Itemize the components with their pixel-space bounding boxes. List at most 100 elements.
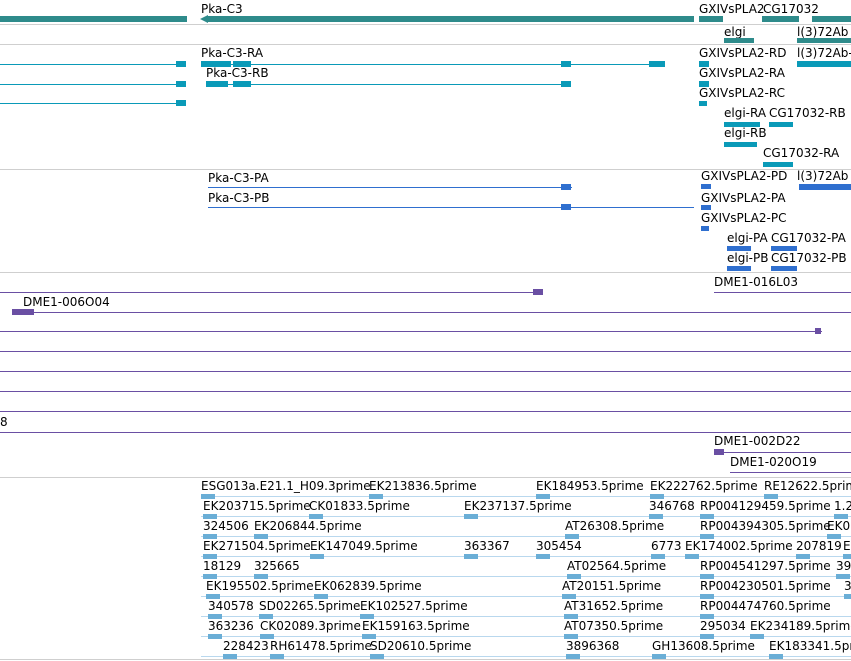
est-feature[interactable]: [254, 534, 268, 539]
gene-label[interactable]: Pka-C3: [201, 2, 243, 16]
est-label[interactable]: E: [843, 539, 851, 553]
est-line[interactable]: [201, 516, 851, 517]
reagent-line[interactable]: [12, 312, 851, 313]
est-feature[interactable]: [764, 494, 778, 499]
est-feature[interactable]: [464, 514, 478, 519]
est-label[interactable]: AT07350.5prime: [564, 619, 664, 633]
gene-feature[interactable]: [724, 38, 754, 43]
est-line[interactable]: [201, 536, 851, 537]
reagent-line[interactable]: [0, 391, 851, 392]
protein-line[interactable]: [208, 187, 572, 188]
reagent-label[interactable]: DME1-002D22: [714, 434, 801, 448]
reagent-label[interactable]: DME1-006O04: [23, 295, 110, 309]
est-label[interactable]: 346768: [649, 499, 695, 513]
est-feature[interactable]: [369, 494, 383, 499]
est-feature[interactable]: [844, 594, 851, 599]
est-label[interactable]: EK174002.5prime: [685, 539, 793, 553]
est-feature[interactable]: [203, 554, 217, 559]
est-feature[interactable]: [652, 654, 666, 659]
transcript-label[interactable]: CG17032-RB: [769, 106, 846, 120]
est-label[interactable]: 295034: [700, 619, 746, 633]
transcript-label[interactable]: elgi-RA: [724, 106, 767, 120]
exon[interactable]: [771, 266, 797, 271]
protein-label[interactable]: CG17032-PA: [771, 231, 846, 245]
est-feature[interactable]: [201, 494, 215, 499]
est-line[interactable]: [201, 556, 851, 557]
est-line[interactable]: [201, 636, 851, 637]
exon[interactable]: [771, 246, 797, 251]
est-label[interactable]: AT31652.5prime: [564, 599, 664, 613]
est-label[interactable]: AT02564.5prime: [567, 559, 667, 573]
est-label[interactable]: 324506: [203, 519, 249, 533]
est-feature[interactable]: [700, 594, 714, 599]
est-label[interactable]: EK234189.5prime: [750, 619, 851, 633]
est-label[interactable]: EK102527.5prime: [360, 599, 468, 613]
est-feature[interactable]: [650, 494, 664, 499]
est-feature[interactable]: [566, 654, 580, 659]
est-label[interactable]: SD02265.5prime: [259, 599, 361, 613]
est-feature[interactable]: [567, 574, 581, 579]
est-feature[interactable]: [203, 514, 217, 519]
transcript-label[interactable]: l(3)72Ab-: [797, 46, 851, 60]
est-label[interactable]: EK147049.5prime: [310, 539, 418, 553]
protein-label[interactable]: GXIVsPLA2-PC: [701, 211, 787, 225]
est-feature[interactable]: [270, 654, 284, 659]
reagent-label[interactable]: DME1-020O19: [730, 455, 817, 469]
est-label[interactable]: 3: [844, 579, 851, 593]
est-feature[interactable]: [562, 594, 576, 599]
protein-label[interactable]: elgi-PB: [727, 251, 769, 265]
est-label[interactable]: 392: [836, 559, 851, 573]
est-label[interactable]: 1.2: [834, 499, 851, 513]
est-feature[interactable]: [700, 614, 714, 619]
protein-label[interactable]: GXIVsPLA2-PD: [701, 169, 788, 183]
est-label[interactable]: AT20151.5prime: [562, 579, 662, 593]
est-label[interactable]: EK203715.5prime: [203, 499, 311, 513]
est-label[interactable]: CK02089.3prime: [260, 619, 361, 633]
exon[interactable]: [699, 101, 707, 106]
est-feature[interactable]: [208, 614, 222, 619]
est-feature[interactable]: [750, 634, 764, 639]
est-label[interactable]: RE12622.5prime: [764, 479, 851, 493]
est-feature[interactable]: [564, 634, 578, 639]
est-label[interactable]: EK184953.5prime: [536, 479, 644, 493]
gene-label[interactable]: CG17032: [763, 2, 819, 16]
est-feature[interactable]: [362, 634, 376, 639]
est-feature[interactable]: [310, 554, 324, 559]
transcript-label[interactable]: Pka-C3-RB: [206, 66, 269, 80]
exon[interactable]: [724, 142, 757, 147]
est-label[interactable]: AT26308.5prime: [565, 519, 665, 533]
est-label[interactable]: EK213836.5prime: [369, 479, 477, 493]
exon[interactable]: [699, 81, 709, 87]
est-line[interactable]: [201, 656, 851, 657]
transcript-line[interactable]: [201, 64, 665, 65]
exon[interactable]: [724, 122, 760, 127]
est-feature[interactable]: [649, 514, 663, 519]
est-label[interactable]: RH61478.5prime: [270, 639, 372, 653]
est-label[interactable]: 363236: [208, 619, 254, 633]
est-label[interactable]: EK0: [827, 519, 851, 533]
reagent-line[interactable]: [714, 452, 851, 453]
gene-label[interactable]: elgi: [724, 25, 746, 39]
est-feature[interactable]: [843, 554, 851, 559]
est-feature[interactable]: [796, 554, 810, 559]
est-label[interactable]: EK159163.5prime: [362, 619, 470, 633]
protein-label[interactable]: elgi-PA: [727, 231, 768, 245]
protein-label[interactable]: l(3)72Ab: [797, 169, 849, 183]
est-feature[interactable]: [685, 554, 699, 559]
est-label[interactable]: CK01833.5prime: [309, 499, 410, 513]
est-feature[interactable]: [203, 574, 217, 579]
transcript-line[interactable]: [0, 84, 180, 85]
transcript-label[interactable]: elgi-RB: [724, 126, 767, 140]
est-label[interactable]: RP004230501.5prime: [700, 579, 831, 593]
transcript-label[interactable]: Pka-C3-RA: [201, 46, 264, 60]
reagent-label[interactable]: 8: [0, 415, 8, 429]
exon[interactable]: [799, 184, 851, 190]
est-line[interactable]: [201, 496, 851, 497]
est-feature[interactable]: [360, 614, 374, 619]
est-line[interactable]: [201, 596, 851, 597]
gene-feature[interactable]: [699, 16, 723, 22]
est-feature[interactable]: [464, 554, 478, 559]
est-feature[interactable]: [769, 654, 783, 659]
reagent-line[interactable]: [0, 331, 822, 332]
gene-feature[interactable]: [812, 16, 851, 22]
